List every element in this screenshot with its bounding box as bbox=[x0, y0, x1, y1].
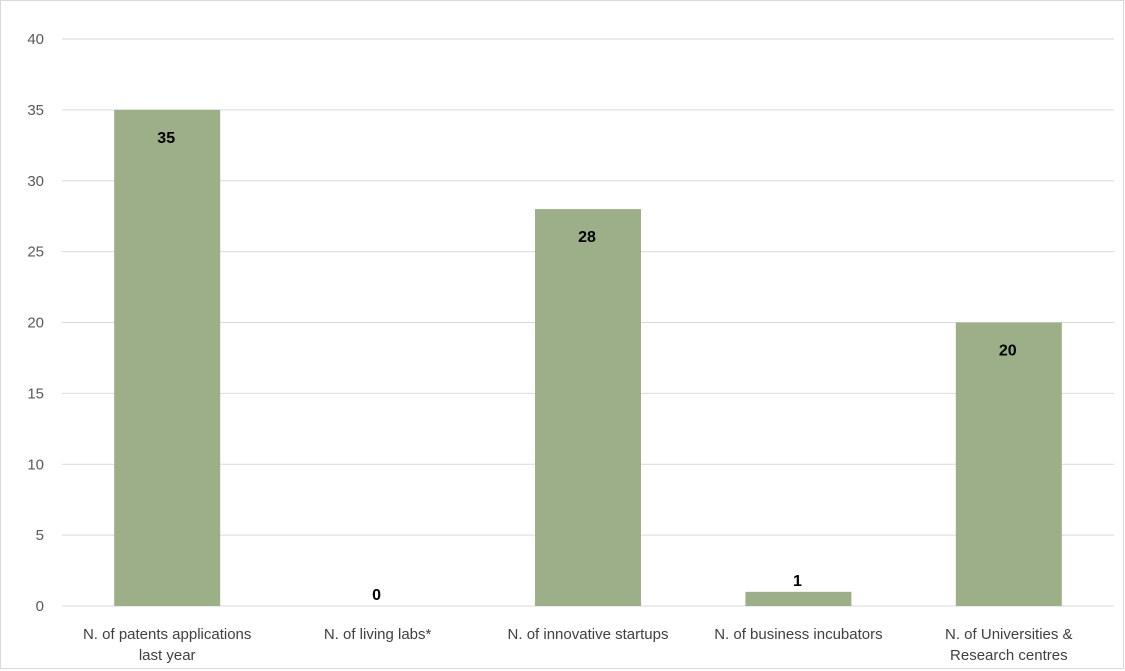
data-label: 1 bbox=[793, 573, 802, 590]
x-category-label: N. of business incubators bbox=[714, 626, 882, 643]
data-label: 28 bbox=[578, 229, 596, 246]
data-label: 0 bbox=[372, 587, 381, 604]
y-tick-label: 40 bbox=[27, 31, 44, 48]
y-tick-label: 35 bbox=[27, 102, 44, 119]
y-tick-label: 25 bbox=[27, 244, 44, 261]
y-tick-label: 15 bbox=[27, 385, 44, 402]
x-category-label: N. of innovative startups bbox=[508, 626, 669, 643]
bars bbox=[114, 109, 1062, 606]
bar bbox=[955, 322, 1062, 606]
x-category-label-line: N. of Universities & bbox=[945, 626, 1073, 643]
y-tick-label: 5 bbox=[36, 527, 44, 544]
bar bbox=[745, 591, 852, 606]
data-label: 20 bbox=[999, 343, 1017, 360]
x-category-label: N. of Universities & Research centres bbox=[945, 626, 1073, 664]
x-category-label-line: Research centres bbox=[950, 647, 1068, 664]
y-axis-ticks: 0 5 10 15 20 25 30 35 40 bbox=[27, 31, 44, 615]
bar bbox=[114, 109, 221, 606]
y-tick-label: 10 bbox=[27, 456, 44, 473]
x-category-label-line: N. of innovative startups bbox=[508, 626, 669, 643]
y-tick-label: 30 bbox=[27, 173, 44, 190]
x-category-label-line: N. of living labs* bbox=[324, 626, 432, 643]
y-tick-label: 0 bbox=[36, 598, 44, 615]
x-category-label: N. of patents applications last year bbox=[83, 626, 251, 664]
bar bbox=[535, 209, 641, 606]
x-category-label-line: N. of business incubators bbox=[714, 626, 882, 643]
y-tick-label: 20 bbox=[27, 315, 44, 332]
data-label: 35 bbox=[157, 130, 175, 147]
x-category-label: N. of living labs* bbox=[324, 626, 432, 643]
x-category-label-line: N. of patents applications bbox=[83, 626, 251, 643]
x-category-label-line: last year bbox=[139, 647, 196, 664]
data-labels: 35 0 28 1 20 bbox=[157, 130, 1016, 604]
